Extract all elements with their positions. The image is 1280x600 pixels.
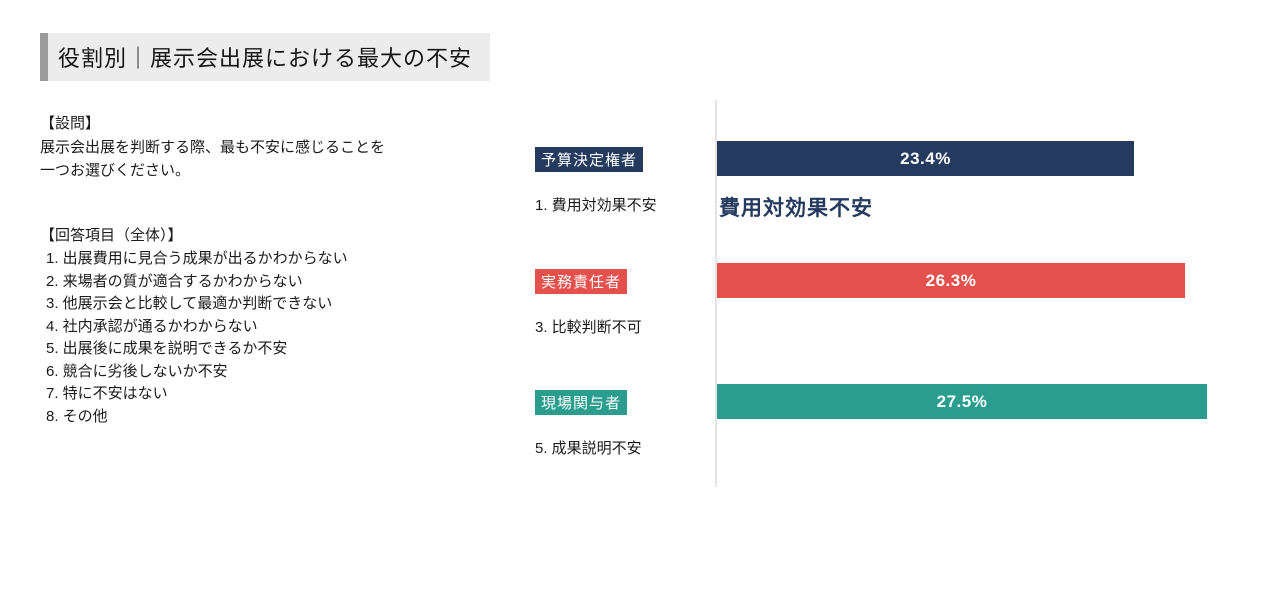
options-list: 1. 出展費用に見合う成果が出るかわからない 2. 来場者の質が適合するかわから… [40,248,530,428]
bar: 26.3% [717,263,1185,298]
category-badge: 実務責任者 [535,269,628,294]
chart-axis-line [715,100,717,487]
option-item: 5. 出展後に成果を説明できるか不安 [46,340,288,357]
bar: 27.5% [717,384,1207,419]
option-item: 8. その他 [46,407,108,425]
question-heading: 【設問】 [40,115,101,132]
option-item: 6. 競合に劣後しないか不安 [46,362,228,380]
bar: 23.4% [717,141,1134,176]
bar-value-label: 23.4% [900,149,951,168]
chart-row-field-staff: 現場関与者 27.5% 5. 成果説明不安 [0,384,1280,504]
option-item: 3. 他展示会と比較して最適か判断できない [46,295,333,312]
bar-value-label: 26.3% [925,271,977,290]
chart-row-budget-decider: 予算決定権者 23.4% 1. 費用対効果不安 [0,141,1280,261]
options-heading: 【回答項目（全体）】 [40,227,183,244]
option-item: 7. 特に不安はない [46,385,168,402]
overflow-answer-label: 費用対効果不安 [719,197,873,220]
top-answer-label: 3. 比較判断不可 [535,319,642,336]
category-badge: 現場関与者 [535,390,628,415]
survey-description-panel: 【設問】 展示会出展を判断する際、最も不安に感じることを 一つお選びください。 … [40,112,530,428]
option-item: 4. 社内承認が通るかわからない [46,317,258,335]
option-item: 2. 来場者の質が適合するかわからない [46,272,303,290]
category-badge: 予算決定権者 [535,147,644,172]
top-answer-label: 1. 費用対効果不安 [535,197,657,214]
question-text-line1: 展示会出展を判断する際、最も不安に感じることを [40,139,386,156]
top-answer-label: 5. 成果説明不安 [535,440,642,457]
page-title: 役割別｜展示会出展における最大の不安 [40,33,491,81]
bar-value-label: 27.5% [936,392,988,411]
option-item: 1. 出展費用に見合う成果が出るかわからない [46,250,348,267]
chart-row-operations-lead: 実務責任者 26.3% 3. 比較判断不可 [0,263,1280,383]
question-text-line2: 一つお選びください。 [40,162,191,179]
